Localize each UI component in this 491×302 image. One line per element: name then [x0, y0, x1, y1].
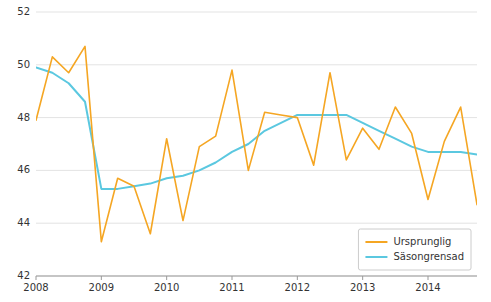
legend-label: Säsongrensad: [393, 251, 464, 262]
x-tick-label: 2009: [89, 282, 114, 293]
grid-line: [36, 117, 477, 118]
x-tick-label: 2010: [154, 282, 179, 293]
legend-swatch: [365, 256, 387, 258]
series-line: [36, 67, 477, 188]
x-tick: [297, 276, 298, 280]
grid-line: [36, 64, 477, 65]
legend-swatch: [365, 241, 387, 243]
lines: [36, 46, 477, 241]
grid-line: [36, 223, 477, 224]
legend-label: Ursprunglig: [393, 236, 451, 247]
x-tick: [166, 276, 167, 280]
x-tick: [36, 276, 37, 280]
y-axis: 42 44 46 48 50 52: [17, 6, 30, 281]
x-axis-line: [36, 276, 477, 277]
y-tick-label: 42: [17, 270, 30, 281]
y-tick-label: 48: [17, 112, 30, 123]
grid-line: [36, 12, 477, 13]
x-axis: 2008 2009 2010 2011 2012 2013 2014: [23, 276, 477, 293]
x-tick-label: 2008: [23, 282, 48, 293]
x-tick: [362, 276, 363, 280]
legend: Ursprunglig Säsongrensad: [358, 229, 471, 270]
x-tick-label: 2013: [350, 282, 375, 293]
x-tick-label: 2012: [285, 282, 310, 293]
x-tick: [101, 276, 102, 280]
y-tick-label: 44: [17, 217, 30, 228]
chart-svg: 42 44 46 48 50 52 2008 2009 2010 2011 2012 2013 2014…: [0, 0, 491, 302]
series-line: [36, 46, 477, 241]
grid-line: [36, 170, 477, 171]
legend-box: [358, 229, 471, 270]
y-grid: [36, 12, 477, 276]
chart-container: 42 44 46 48 50 52 2008 2009 2010 2011 2012 2013 2014…: [0, 0, 491, 302]
y-tick-label: 46: [17, 164, 30, 175]
y-tick-label: 52: [17, 6, 30, 17]
grid-line: [36, 276, 477, 277]
y-tick-label: 50: [17, 59, 30, 70]
x-tick-label: 2014: [415, 282, 440, 293]
x-tick-label: 2011: [219, 282, 244, 293]
x-tick: [428, 276, 429, 280]
x-tick: [232, 276, 233, 280]
